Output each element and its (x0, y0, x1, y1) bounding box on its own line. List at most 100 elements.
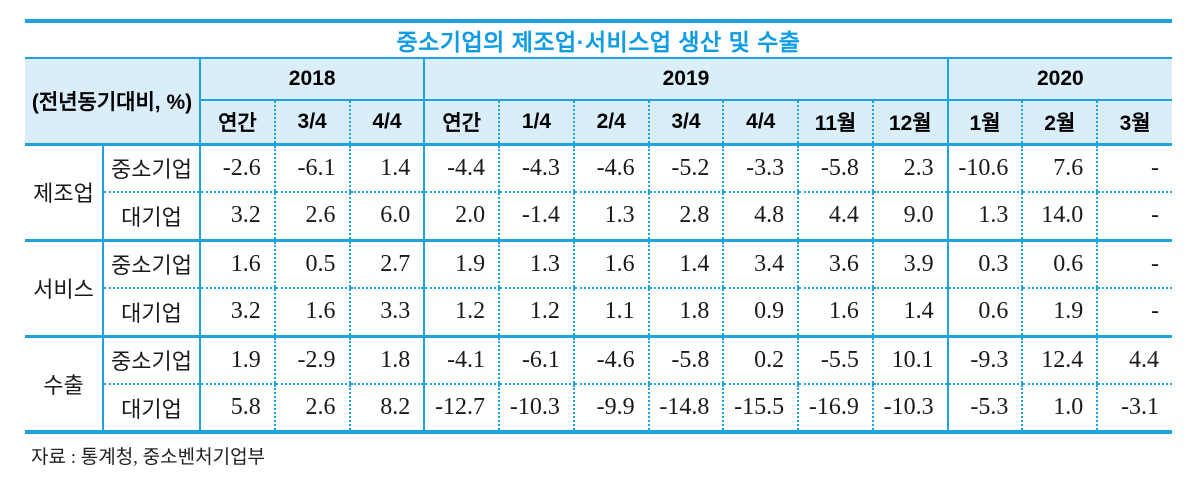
value-cell: -6.1 (273, 144, 350, 193)
value-cell: 12.4 (1021, 336, 1098, 385)
value-cell: -3.1 (1096, 384, 1172, 434)
row-label: 대기업 (103, 192, 201, 242)
value-cell: 1.6 (572, 240, 649, 289)
column-header: 1/4 (498, 100, 574, 146)
row-label: 중소기업 (103, 144, 201, 193)
value-cell: 0.6 (1021, 240, 1098, 289)
table-row: 제조업 중소기업 -2.6 -6.1 1.4 -4.4 -4.3 -4.6 -5… (25, 144, 1172, 242)
value-cell: 4.4 (1096, 336, 1172, 385)
value-cell: 1.4 (647, 240, 724, 289)
value-cell: 4.4 (797, 192, 873, 242)
value-cell: - (1096, 288, 1172, 338)
value-cell: -2.6 (199, 144, 275, 193)
value-cell: -1.4 (498, 192, 574, 242)
table-row: 수출 중소기업 1.9 -2.9 1.8 -4.1 -6.1 -4.6 -5.8… (25, 336, 1172, 434)
row-label: 중소기업 (103, 240, 201, 289)
value-cell: 5.8 (199, 384, 275, 434)
column-header: 11월 (797, 100, 873, 146)
value-cell: - (1096, 144, 1172, 193)
value-cell: -4.3 (498, 144, 574, 193)
value-cell: - (1096, 192, 1172, 242)
value-cell: 3.2 (199, 192, 275, 242)
value-cell: 3.4 (722, 240, 799, 289)
table-title: 중소기업의 제조업·서비스업 생산 및 수출 (25, 21, 1172, 59)
value-cell: 14.0 (1021, 192, 1098, 242)
value-cell: 1.3 (498, 240, 574, 289)
value-cell: 7.6 (1021, 144, 1098, 193)
value-cell: 3.2 (199, 288, 275, 338)
value-cell: 2.7 (348, 240, 425, 289)
value-cell: 0.2 (722, 336, 799, 385)
table-row: 대기업 3.2 1.6 3.3 1.2 1.2 1.1 1.8 0.9 1.6 … (25, 288, 1172, 338)
value-cell: 1.2 (423, 288, 500, 338)
row-label: 중소기업 (103, 336, 201, 385)
row-label: 대기업 (103, 288, 201, 338)
sme-production-export-table: 중소기업의 제조업·서비스업 생산 및 수출 (전년동기대비, %) 2018 … (25, 19, 1172, 434)
value-cell: -4.1 (423, 336, 500, 385)
value-cell: 3.6 (797, 240, 873, 289)
value-cell: 2.0 (423, 192, 500, 242)
value-cell: -2.9 (273, 336, 350, 385)
value-cell: -10.6 (946, 144, 1023, 193)
value-cell: -9.9 (572, 384, 649, 434)
row-group-label: 제조업 (25, 144, 104, 242)
value-cell: 4.8 (722, 192, 799, 242)
value-cell: -10.3 (498, 384, 574, 434)
source-note: 자료 : 통계청, 중소벤처기업부 (31, 447, 266, 468)
value-cell: -4.4 (423, 144, 500, 193)
unit-label: (전년동기대비, %) (25, 58, 201, 146)
table-row: 서비스 중소기업 1.6 0.5 2.7 1.9 1.3 1.6 1.4 3.4… (25, 240, 1172, 338)
year-header-2019: 2019 (423, 58, 948, 101)
year-header-2020: 2020 (946, 58, 1172, 101)
value-cell: -16.9 (797, 384, 873, 434)
column-header: 3/4 (647, 100, 724, 146)
value-cell: 1.1 (572, 288, 649, 338)
column-header: 4/4 (348, 100, 425, 146)
value-cell: 1.0 (1021, 384, 1098, 434)
value-cell: 1.9 (423, 240, 500, 289)
value-cell: -5.8 (797, 144, 873, 193)
value-cell: -3.3 (722, 144, 799, 193)
value-cell: -5.5 (797, 336, 873, 385)
value-cell: 2.6 (273, 192, 350, 242)
value-cell: 2.3 (871, 144, 948, 193)
value-cell: 0.3 (946, 240, 1023, 289)
value-cell: 1.4 (348, 144, 425, 193)
value-cell: 8.2 (348, 384, 425, 434)
row-group-label: 서비스 (25, 240, 104, 338)
column-header: 3/4 (273, 100, 350, 146)
value-cell: 1.6 (797, 288, 873, 338)
column-header: 연간 (423, 100, 500, 146)
value-cell: 1.9 (199, 336, 275, 385)
column-header: 2/4 (572, 100, 649, 146)
value-cell: 3.3 (348, 288, 425, 338)
value-cell: 10.1 (871, 336, 948, 385)
column-header: 2월 (1021, 100, 1098, 146)
row-group-label: 수출 (25, 336, 104, 434)
value-cell: -5.3 (946, 384, 1023, 434)
value-cell: 3.9 (871, 240, 948, 289)
year-header-2018: 2018 (198, 58, 425, 101)
value-cell: -5.2 (647, 144, 724, 193)
value-cell: 0.9 (722, 288, 799, 338)
value-cell: -12.7 (423, 384, 500, 434)
column-header: 연간 (199, 100, 275, 146)
column-header: 12월 (871, 100, 948, 146)
value-cell: 6.0 (348, 192, 425, 242)
value-cell: -6.1 (498, 336, 574, 385)
value-cell: -15.5 (722, 384, 799, 434)
value-cell: 2.8 (647, 192, 724, 242)
column-header: 4/4 (722, 100, 799, 146)
value-cell: -14.8 (647, 384, 724, 434)
value-cell: 1.4 (871, 288, 948, 338)
value-cell: -5.8 (647, 336, 724, 385)
column-header: 3월 (1096, 100, 1172, 146)
row-label: 대기업 (103, 384, 201, 434)
value-cell: 0.6 (946, 288, 1023, 338)
value-cell: -4.6 (572, 144, 649, 193)
value-cell: -4.6 (572, 336, 649, 385)
value-cell: 2.6 (273, 384, 350, 434)
value-cell: 1.2 (498, 288, 574, 338)
value-cell: 1.8 (647, 288, 724, 338)
